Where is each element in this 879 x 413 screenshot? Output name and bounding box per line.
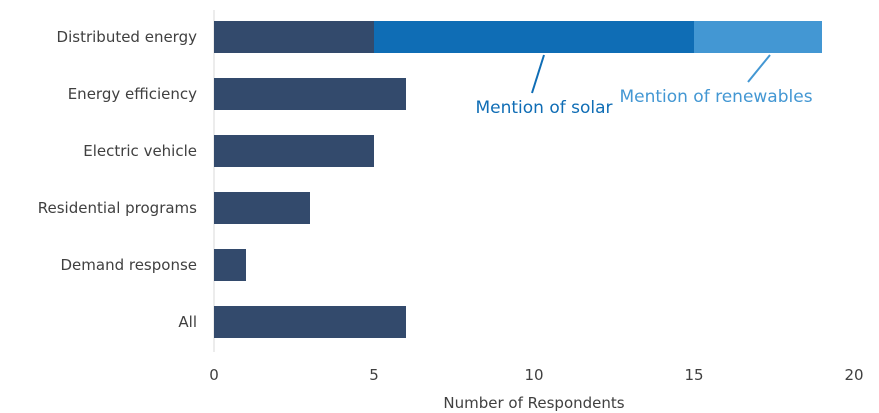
- bar-demand-response-series-1: [214, 249, 246, 281]
- x-axis-title: Number of Respondents: [443, 394, 624, 412]
- annotations-group: Mention of solar Mention of renewables: [475, 54, 813, 118]
- bar-energy-efficiency-series-1: [214, 78, 406, 110]
- bar-electric-vehicle-series-1: [214, 135, 374, 167]
- annotation-leader-mention-of-renewables: [747, 54, 771, 83]
- x-tick-label-5: 5: [369, 366, 379, 384]
- bar-all-series-1: [214, 306, 406, 338]
- bar-distributed-energy-series-3: [694, 21, 822, 53]
- x-tick-label-10: 10: [524, 366, 543, 384]
- bar-distributed-energy-series-1: [214, 21, 374, 53]
- x-tick-label-0: 0: [209, 366, 219, 384]
- annotation-leader-mention-of-solar: [531, 54, 545, 94]
- bar-residential-programs-series-1: [214, 192, 310, 224]
- bar-distributed-energy-series-2: [374, 21, 694, 53]
- annotation-label-mention-of-solar: Mention of solar: [475, 98, 612, 118]
- category-label-all: All: [178, 313, 197, 331]
- category-label-residential-programs: Residential programs: [38, 199, 197, 217]
- x-tick-label-20: 20: [844, 366, 863, 384]
- category-label-energy-efficiency: Energy efficiency: [68, 85, 197, 103]
- category-labels: Distributed energy Energy efficiency Elect…: [38, 28, 197, 331]
- category-label-electric-vehicle: Electric vehicle: [83, 142, 197, 160]
- x-tick-label-15: 15: [684, 366, 703, 384]
- category-label-distributed-energy: Distributed energy: [57, 28, 198, 46]
- category-label-demand-response: Demand response: [60, 256, 197, 274]
- annotation-label-mention-of-renewables: Mention of renewables: [619, 87, 812, 107]
- x-tick-labels: 0 5 10 15 20: [209, 366, 863, 384]
- bars-group: [214, 21, 822, 338]
